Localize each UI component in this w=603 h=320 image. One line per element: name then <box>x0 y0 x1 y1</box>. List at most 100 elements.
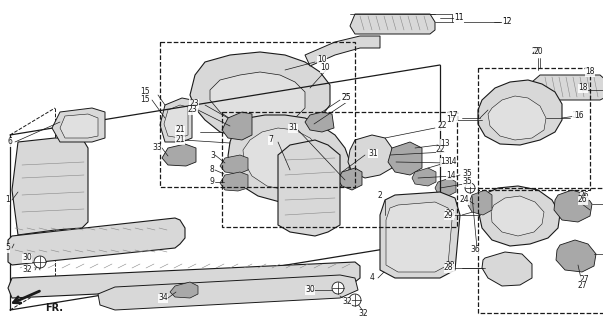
Polygon shape <box>478 80 562 145</box>
Text: 2: 2 <box>378 190 383 199</box>
Polygon shape <box>348 135 392 178</box>
Polygon shape <box>491 196 544 236</box>
Polygon shape <box>243 128 325 190</box>
Polygon shape <box>162 144 196 166</box>
Text: 17: 17 <box>446 116 456 124</box>
Text: 11: 11 <box>454 13 464 22</box>
Text: 33: 33 <box>152 143 162 153</box>
Polygon shape <box>98 275 358 310</box>
Polygon shape <box>220 172 248 191</box>
Text: 18: 18 <box>578 84 587 92</box>
Polygon shape <box>305 36 380 66</box>
Bar <box>222 112 457 227</box>
Text: 31: 31 <box>368 148 377 157</box>
Text: 16: 16 <box>574 110 584 119</box>
Polygon shape <box>350 14 435 34</box>
Text: 22: 22 <box>437 122 446 131</box>
Bar <box>160 42 355 187</box>
Circle shape <box>332 282 344 294</box>
Text: 9: 9 <box>210 178 215 187</box>
Polygon shape <box>305 112 334 132</box>
Polygon shape <box>479 186 560 246</box>
Text: 11: 11 <box>454 13 464 22</box>
Text: 25: 25 <box>342 93 352 102</box>
Circle shape <box>465 183 475 193</box>
Text: 12: 12 <box>502 18 511 27</box>
Text: 29: 29 <box>444 211 453 220</box>
Text: 14: 14 <box>446 171 456 180</box>
Text: 35: 35 <box>462 169 472 178</box>
Text: 23: 23 <box>188 106 198 115</box>
Text: 1: 1 <box>5 196 10 204</box>
Polygon shape <box>554 190 592 222</box>
Text: 12: 12 <box>502 18 511 27</box>
Polygon shape <box>468 190 492 215</box>
Text: 29: 29 <box>445 209 455 218</box>
Polygon shape <box>60 114 98 138</box>
Polygon shape <box>338 168 362 190</box>
Polygon shape <box>222 112 252 140</box>
Text: 34: 34 <box>158 293 168 302</box>
Text: 35: 35 <box>462 178 472 187</box>
Text: 15: 15 <box>140 86 150 95</box>
Text: 17: 17 <box>448 111 458 121</box>
Bar <box>478 68 590 190</box>
Polygon shape <box>52 108 105 142</box>
Text: 13: 13 <box>440 139 450 148</box>
Circle shape <box>407 217 423 233</box>
Text: 32: 32 <box>342 298 352 307</box>
Circle shape <box>54 177 70 193</box>
Text: 30: 30 <box>22 253 32 262</box>
Text: 3: 3 <box>210 150 215 159</box>
Text: 26: 26 <box>578 196 588 204</box>
Polygon shape <box>160 98 192 142</box>
Text: 27: 27 <box>580 276 590 284</box>
Text: 24: 24 <box>460 196 470 204</box>
Text: 28: 28 <box>444 263 453 273</box>
Text: FR.: FR. <box>45 303 63 313</box>
Circle shape <box>349 294 361 306</box>
Text: 21: 21 <box>175 125 185 134</box>
Polygon shape <box>482 252 532 286</box>
Polygon shape <box>228 115 350 202</box>
Text: 23: 23 <box>189 99 198 108</box>
Text: 6: 6 <box>7 138 12 147</box>
Text: 10: 10 <box>320 63 330 73</box>
Text: 32: 32 <box>358 309 368 318</box>
Text: 32: 32 <box>22 266 31 275</box>
Text: 16: 16 <box>572 111 582 121</box>
Polygon shape <box>488 96 546 140</box>
Polygon shape <box>386 202 452 272</box>
Text: 20: 20 <box>534 47 544 57</box>
Polygon shape <box>532 75 603 100</box>
Circle shape <box>502 126 514 138</box>
Text: 31: 31 <box>288 124 298 132</box>
Polygon shape <box>435 178 456 196</box>
Polygon shape <box>8 218 185 265</box>
Text: 8: 8 <box>210 165 215 174</box>
Text: 20: 20 <box>532 47 541 57</box>
Text: 27: 27 <box>578 281 588 290</box>
Circle shape <box>290 87 300 97</box>
Text: 21: 21 <box>175 135 185 145</box>
Circle shape <box>34 256 46 268</box>
Text: 5: 5 <box>5 244 10 252</box>
Text: 26: 26 <box>580 190 590 199</box>
Text: 28: 28 <box>445 261 455 270</box>
Text: 13: 13 <box>440 157 450 166</box>
Polygon shape <box>164 105 188 138</box>
Bar <box>478 188 603 313</box>
Circle shape <box>228 111 242 125</box>
Text: 14: 14 <box>447 156 456 165</box>
Text: 30: 30 <box>305 285 315 294</box>
Polygon shape <box>190 52 330 138</box>
Polygon shape <box>278 140 340 236</box>
Polygon shape <box>412 168 436 186</box>
Text: 7: 7 <box>268 135 273 145</box>
Polygon shape <box>220 155 248 174</box>
Polygon shape <box>556 240 596 272</box>
Polygon shape <box>12 138 88 235</box>
Text: 10: 10 <box>317 55 327 65</box>
Text: 25: 25 <box>342 93 352 102</box>
Polygon shape <box>210 72 305 126</box>
